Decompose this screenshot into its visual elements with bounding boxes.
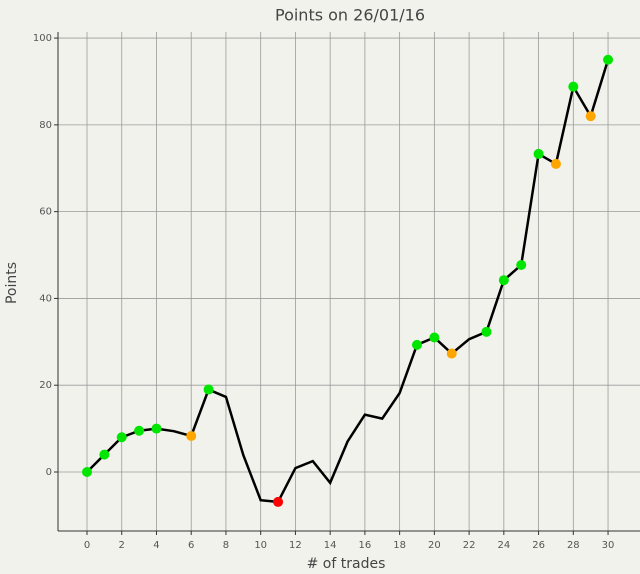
- point: [82, 466, 93, 477]
- x-tick-label: 22: [463, 540, 476, 551]
- point: [151, 423, 162, 434]
- x-tick-label: 10: [254, 540, 267, 551]
- point: [568, 81, 579, 92]
- point: [550, 158, 561, 169]
- point: [446, 348, 457, 359]
- point: [99, 449, 110, 460]
- point: [116, 432, 127, 443]
- y-tick-label: 20: [39, 380, 52, 391]
- point: [533, 148, 544, 159]
- point: [134, 425, 145, 436]
- y-tick-label: 40: [39, 293, 52, 304]
- point: [481, 326, 492, 337]
- point: [498, 275, 509, 286]
- x-tick-label: 14: [324, 540, 337, 551]
- x-tick-label: 12: [289, 540, 302, 551]
- point: [273, 496, 284, 507]
- x-tick-label: 0: [84, 540, 90, 551]
- point: [411, 339, 422, 350]
- y-axis-label: Points: [4, 262, 20, 304]
- x-tick-label: 18: [393, 540, 406, 551]
- x-tick-label: 28: [567, 540, 580, 551]
- x-tick-label: 2: [119, 540, 125, 551]
- y-tick-label: 100: [33, 33, 52, 44]
- x-axis-label: # of trades: [307, 556, 386, 572]
- x-tick-label: 8: [223, 540, 229, 551]
- x-tick-label: 20: [428, 540, 441, 551]
- point: [585, 111, 596, 122]
- x-tick-label: 6: [188, 540, 194, 551]
- point: [603, 54, 614, 65]
- point: [429, 332, 440, 343]
- x-tick-label: 16: [359, 540, 372, 551]
- y-tick-label: 60: [39, 207, 52, 218]
- y-tick-label: 0: [46, 467, 52, 478]
- x-tick-label: 30: [602, 540, 615, 551]
- x-tick-label: 4: [153, 540, 159, 551]
- point: [186, 430, 197, 441]
- chart-title: Points on 26/01/16: [275, 6, 425, 25]
- x-tick-label: 24: [497, 540, 510, 551]
- y-tick-label: 80: [39, 120, 52, 131]
- point: [516, 260, 527, 271]
- x-tick-label: 26: [532, 540, 545, 551]
- point: [203, 384, 214, 395]
